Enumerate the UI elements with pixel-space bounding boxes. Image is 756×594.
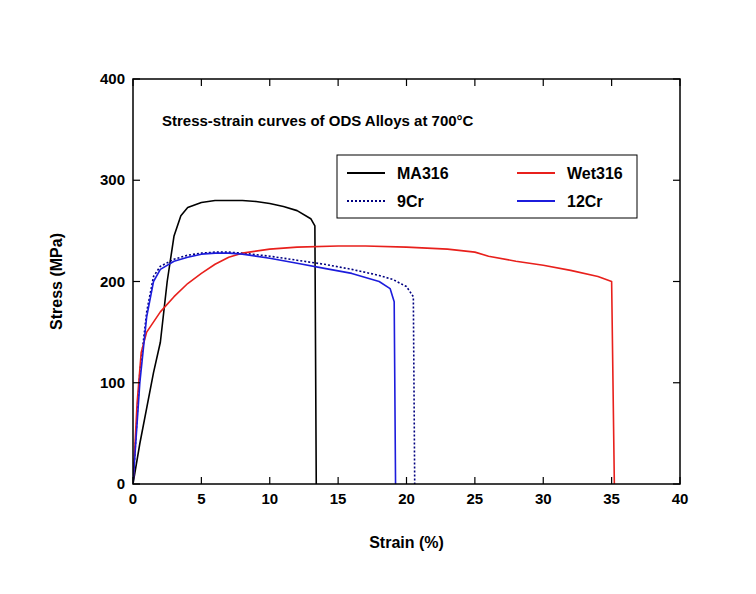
- x-tick-label: 0: [129, 490, 137, 507]
- x-tick-label: 10: [261, 490, 278, 507]
- series-line: [133, 201, 316, 485]
- x-tick: [611, 79, 612, 86]
- x-tick: [132, 79, 133, 86]
- x-tick: [338, 477, 339, 484]
- y-tick: [133, 78, 140, 79]
- x-tick-label: 35: [603, 490, 620, 507]
- x-tick-label: 5: [197, 490, 205, 507]
- legend-label: MA316: [397, 165, 449, 182]
- x-tick: [269, 477, 270, 484]
- chart: 05101520253035400100200300400Strain (%)S…: [0, 0, 756, 594]
- legend-swatch: [347, 200, 385, 202]
- x-tick: [474, 79, 475, 86]
- x-tick: [201, 477, 202, 484]
- y-tick-label: 0: [117, 475, 125, 492]
- y-tick-label: 100: [100, 374, 125, 391]
- y-tick: [673, 281, 680, 282]
- y-tick: [673, 78, 680, 79]
- y-tick-label: 400: [100, 70, 125, 87]
- x-tick: [611, 477, 612, 484]
- y-tick: [673, 382, 680, 383]
- x-axis-label: Strain (%): [369, 534, 444, 551]
- y-axis-label: Stress (MPa): [48, 233, 65, 330]
- series-line: [133, 252, 415, 484]
- legend-label: 12Cr: [567, 193, 603, 210]
- legend-swatch: [517, 200, 555, 202]
- x-tick: [269, 79, 270, 86]
- y-tick: [133, 382, 140, 383]
- legend-label: Wet316: [567, 165, 623, 182]
- series-line: [133, 246, 614, 484]
- x-tick: [406, 477, 407, 484]
- x-tick: [474, 477, 475, 484]
- y-tick: [673, 180, 680, 181]
- legend: MA316 9Cr Wet316 12Cr: [337, 155, 637, 218]
- x-tick: [543, 79, 544, 86]
- legend-box: [337, 155, 637, 218]
- x-tick-label: 15: [330, 490, 347, 507]
- x-tick: [679, 79, 680, 86]
- x-tick-label: 30: [535, 490, 552, 507]
- legend-label: 9Cr: [397, 193, 424, 210]
- y-tick: [133, 281, 140, 282]
- chart-title: Stress-strain curves of ODS Alloys at 70…: [162, 112, 474, 129]
- x-tick: [679, 477, 680, 484]
- chart-container: 05101520253035400100200300400Strain (%)S…: [0, 0, 756, 594]
- x-tick-label: 20: [398, 490, 415, 507]
- y-tick: [673, 483, 680, 484]
- series-line: [133, 253, 396, 484]
- x-tick: [543, 477, 544, 484]
- x-tick-label: 25: [467, 490, 484, 507]
- y-tick-label: 300: [100, 171, 125, 188]
- y-tick-label: 200: [100, 273, 125, 290]
- legend-swatch: [347, 172, 385, 174]
- plot-area: [133, 201, 614, 485]
- x-tick: [132, 477, 133, 484]
- y-tick: [133, 180, 140, 181]
- y-tick: [133, 483, 140, 484]
- x-tick: [338, 79, 339, 86]
- x-tick: [201, 79, 202, 86]
- legend-swatch: [517, 172, 555, 174]
- plot-frame: [133, 79, 680, 484]
- x-tick: [406, 79, 407, 86]
- x-tick-label: 40: [672, 490, 689, 507]
